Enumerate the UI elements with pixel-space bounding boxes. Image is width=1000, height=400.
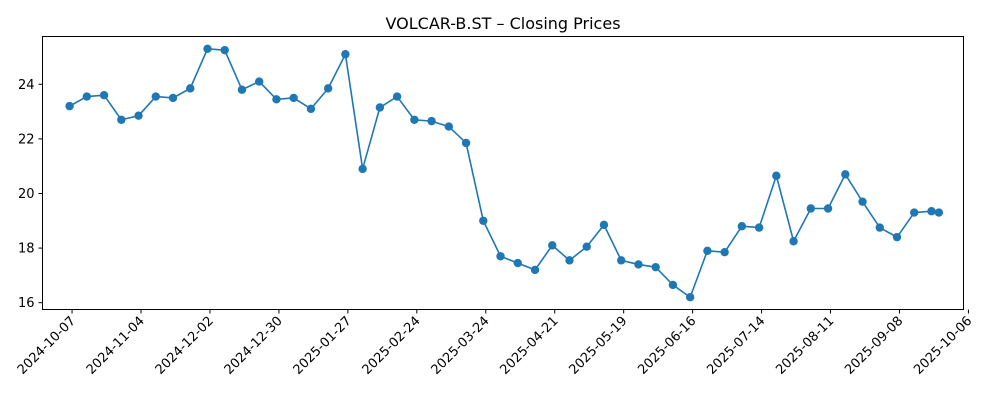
data-point	[151, 92, 160, 101]
data-point	[617, 256, 626, 265]
x-tick-label: 2025-05-19	[566, 314, 630, 378]
data-point	[323, 84, 333, 93]
x-tick-label: 2025-09-08	[842, 314, 906, 378]
data-point	[203, 44, 212, 53]
data-point	[927, 207, 936, 216]
data-point	[806, 204, 816, 213]
y-axis: 16 18 20 22 24	[18, 78, 43, 311]
data-point	[934, 208, 944, 217]
x-tick-label: 2025-08-11	[773, 314, 837, 378]
plot-area	[65, 44, 944, 302]
data-point	[892, 232, 902, 242]
data-point	[82, 92, 92, 101]
y-tick-label: 20	[18, 187, 35, 202]
chart-title: VOLCAR-B.ST – Closing Prices	[385, 14, 620, 33]
data-point	[444, 122, 454, 131]
data-point	[823, 204, 833, 213]
data-point	[599, 220, 609, 230]
x-tick-label: 2025-04-21	[498, 314, 562, 378]
data-point	[289, 93, 298, 103]
y-tick-label: 22	[18, 132, 35, 147]
data-point	[789, 237, 798, 246]
x-tick-label: 2025-06-16	[635, 314, 699, 378]
data-point	[255, 77, 264, 86]
data-point	[582, 242, 591, 251]
data-point	[99, 90, 109, 100]
data-point	[530, 265, 540, 275]
x-tick-label: 2024-12-02	[153, 314, 217, 378]
x-tick-label: 2025-02-24	[360, 314, 424, 378]
data-point	[841, 170, 850, 179]
data-point	[565, 256, 574, 265]
data-point	[375, 103, 385, 112]
data-point	[737, 222, 747, 231]
series-line	[69, 47, 940, 299]
data-point	[634, 260, 643, 269]
data-point	[306, 104, 316, 114]
x-tick-label: 2024-10-07	[15, 314, 79, 378]
data-point	[685, 293, 695, 302]
x-tick-label: 2024-12-30	[222, 314, 286, 378]
data-point	[117, 115, 126, 124]
data-point	[358, 164, 367, 174]
x-tick-label: 2025-07-14	[704, 314, 768, 378]
data-point	[341, 50, 350, 59]
data-point	[168, 93, 178, 103]
data-point	[754, 223, 764, 232]
data-point	[237, 85, 247, 94]
x-axis: 2024-10-07 2024-11-04 2024-12-02 2024-12-30…	[15, 309, 975, 378]
data-point	[410, 115, 419, 124]
y-tick-label: 18	[18, 242, 35, 257]
data-point	[548, 241, 557, 250]
data-point	[272, 95, 281, 104]
data-point	[772, 171, 781, 180]
data-point	[392, 92, 402, 101]
data-point	[65, 101, 74, 111]
x-tick-label: 2025-10-06	[911, 314, 975, 378]
data-point	[668, 280, 678, 290]
data-point	[427, 116, 436, 126]
x-tick-label: 2025-01-27	[291, 314, 355, 378]
x-tick-label: 2025-03-24	[429, 314, 493, 378]
y-tick-label: 24	[18, 78, 35, 93]
data-point	[479, 216, 488, 225]
data-point	[186, 84, 195, 93]
y-tick-label: 16	[18, 296, 35, 311]
data-point	[496, 252, 505, 261]
data-point	[875, 223, 884, 232]
data-point	[858, 197, 867, 206]
axes-frame	[42, 36, 964, 310]
data-point	[513, 258, 522, 268]
data-point	[720, 247, 729, 257]
data-point	[910, 208, 919, 217]
data-point	[461, 138, 471, 148]
data-point	[220, 45, 229, 55]
x-tick-label: 2024-11-04	[84, 314, 148, 378]
data-point	[134, 111, 143, 120]
data-point	[651, 262, 660, 272]
data-point	[703, 246, 712, 256]
